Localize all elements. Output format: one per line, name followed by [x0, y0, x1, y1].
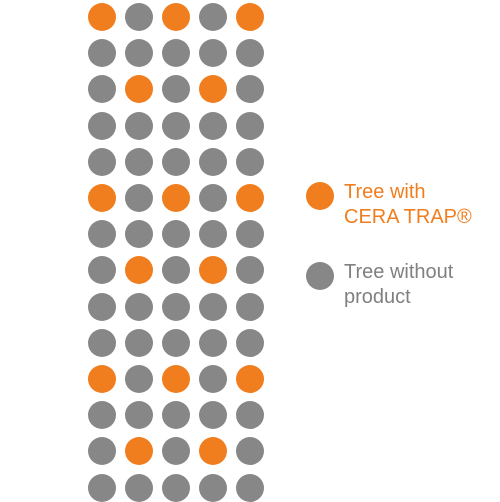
tree-without-product-dot [88, 147, 116, 176]
tree-without-product-dot [125, 111, 153, 140]
tree-without-product-dot [88, 220, 116, 249]
legend-label-without-line2: product [344, 286, 411, 308]
tree-without-product-dot [199, 111, 227, 140]
tree-without-product-dot [236, 147, 264, 176]
tree-without-product-dot [162, 111, 190, 140]
tree-without-product-dot [88, 473, 116, 502]
legend-label-with-line2: CERA TRAP® [344, 206, 472, 228]
legend-item-without-product: Tree without product [306, 260, 453, 310]
tree-without-product-dot [88, 292, 116, 321]
tree-with-product-dot [162, 184, 190, 212]
tree-without-product-dot [199, 401, 227, 430]
legend-label-without-line1: Tree without [344, 261, 454, 283]
tree-without-product-dot [125, 292, 153, 321]
tree-with-product-dot [162, 365, 190, 393]
tree-without-product-dot [88, 39, 116, 68]
tree-without-product-dot [125, 401, 153, 430]
tree-with-product-dot [88, 184, 116, 212]
tree-without-product-dot [162, 473, 190, 502]
tree-without-product-dot [125, 184, 153, 212]
tree-without-product-dot [236, 473, 264, 502]
tree-without-product-dot [199, 184, 227, 212]
tree-without-product-dot [162, 220, 190, 249]
tree-without-product-dot [88, 328, 116, 357]
tree-without-product-dot [125, 39, 153, 68]
tree-without-product-dot [162, 292, 190, 321]
tree-without-product-dot [125, 473, 153, 502]
tree-without-product-dot [125, 328, 153, 357]
tree-without-product-dot [162, 75, 190, 104]
tree-without-product-dot [199, 365, 227, 393]
tree-without-product-dot [236, 220, 264, 249]
tree-without-product-dot [88, 437, 116, 466]
tree-with-product-dot [88, 365, 116, 393]
gray-dot-icon [306, 262, 334, 290]
tree-without-product-dot [162, 401, 190, 430]
tree-without-product-dot [88, 111, 116, 140]
tree-without-product-dot [162, 39, 190, 68]
tree-with-product-dot [236, 3, 264, 31]
legend-label-without-product: Tree without product [344, 260, 453, 310]
tree-without-product-dot [236, 256, 264, 285]
legend-label-with-product: Tree with CERA TRAP® [344, 180, 472, 230]
tree-without-product-dot [125, 3, 153, 31]
tree-dot-grid [88, 3, 264, 502]
tree-without-product-dot [88, 256, 116, 285]
tree-without-product-dot [125, 220, 153, 249]
tree-without-product-dot [199, 292, 227, 321]
tree-without-product-dot [199, 220, 227, 249]
tree-without-product-dot [199, 328, 227, 357]
tree-without-product-dot [162, 256, 190, 285]
tree-with-product-dot [199, 75, 227, 104]
tree-without-product-dot [236, 39, 264, 68]
tree-with-product-dot [236, 184, 264, 212]
tree-with-product-dot [88, 3, 116, 31]
tree-with-product-dot [236, 365, 264, 393]
tree-with-product-dot [125, 256, 153, 285]
tree-without-product-dot [236, 328, 264, 357]
legend-item-with-product: Tree with CERA TRAP® [306, 180, 472, 230]
tree-without-product-dot [199, 39, 227, 68]
tree-with-product-dot [162, 3, 190, 31]
orange-dot-icon [306, 182, 334, 210]
tree-without-product-dot [236, 437, 264, 466]
tree-without-product-dot [236, 111, 264, 140]
tree-without-product-dot [125, 365, 153, 393]
tree-without-product-dot [162, 437, 190, 466]
tree-with-product-dot [199, 256, 227, 285]
tree-without-product-dot [125, 147, 153, 176]
tree-without-product-dot [199, 3, 227, 31]
tree-with-product-dot [125, 437, 153, 466]
tree-without-product-dot [88, 75, 116, 104]
tree-without-product-dot [236, 401, 264, 430]
tree-without-product-dot [199, 473, 227, 502]
tree-without-product-dot [236, 75, 264, 104]
legend-label-with-line1: Tree with [344, 181, 426, 203]
tree-without-product-dot [199, 147, 227, 176]
tree-without-product-dot [88, 401, 116, 430]
tree-with-product-dot [199, 437, 227, 466]
tree-with-product-dot [125, 75, 153, 104]
tree-without-product-dot [236, 292, 264, 321]
tree-without-product-dot [162, 147, 190, 176]
tree-without-product-dot [162, 328, 190, 357]
